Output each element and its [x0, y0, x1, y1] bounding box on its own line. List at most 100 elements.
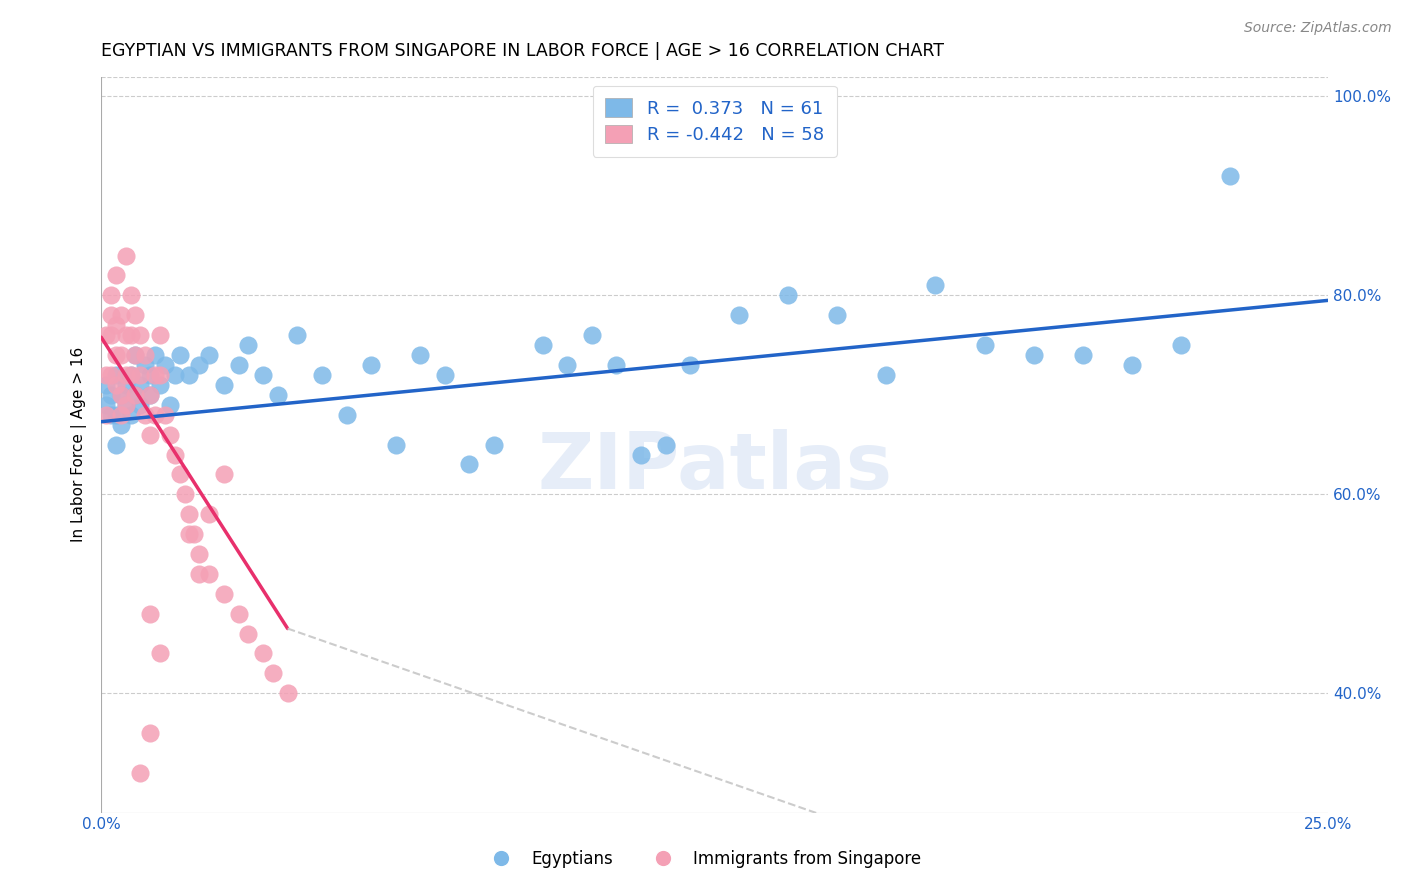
Point — [124, 308, 146, 322]
Point — [129, 765, 152, 780]
Point — [129, 328, 152, 343]
Point — [100, 288, 122, 302]
Point — [114, 398, 136, 412]
Point — [277, 686, 299, 700]
Point — [179, 368, 201, 382]
Point — [1121, 358, 1143, 372]
Point — [163, 448, 186, 462]
Point — [1170, 338, 1192, 352]
Point — [311, 368, 333, 382]
Point — [153, 408, 176, 422]
Point — [94, 398, 117, 412]
Point — [104, 408, 127, 422]
Point — [212, 377, 235, 392]
Point — [134, 358, 156, 372]
Point — [198, 348, 221, 362]
Point — [163, 368, 186, 382]
Point — [212, 587, 235, 601]
Point — [262, 666, 284, 681]
Text: EGYPTIAN VS IMMIGRANTS FROM SINGAPORE IN LABOR FORCE | AGE > 16 CORRELATION CHAR: EGYPTIAN VS IMMIGRANTS FROM SINGAPORE IN… — [101, 42, 943, 60]
Point — [1071, 348, 1094, 362]
Point — [973, 338, 995, 352]
Point — [581, 328, 603, 343]
Point — [875, 368, 897, 382]
Point — [110, 408, 132, 422]
Point — [384, 437, 406, 451]
Point — [114, 249, 136, 263]
Point — [212, 467, 235, 482]
Point — [183, 527, 205, 541]
Point — [188, 566, 211, 581]
Point — [104, 348, 127, 362]
Point — [1219, 169, 1241, 183]
Point — [100, 368, 122, 382]
Y-axis label: In Labor Force | Age > 16: In Labor Force | Age > 16 — [72, 347, 87, 542]
Point — [149, 647, 172, 661]
Point — [159, 398, 181, 412]
Point — [228, 358, 250, 372]
Legend: R =  0.373   N = 61, R = -0.442   N = 58: R = 0.373 N = 61, R = -0.442 N = 58 — [593, 86, 837, 157]
Point — [129, 377, 152, 392]
Point — [458, 458, 481, 472]
Point — [360, 358, 382, 372]
Point — [120, 288, 142, 302]
Point — [149, 328, 172, 343]
Point — [630, 448, 652, 462]
Point — [1022, 348, 1045, 362]
Point — [124, 348, 146, 362]
Point — [129, 398, 152, 412]
Point — [110, 388, 132, 402]
Point — [124, 348, 146, 362]
Point — [169, 467, 191, 482]
Point — [104, 368, 127, 382]
Point — [188, 358, 211, 372]
Point — [287, 328, 309, 343]
Point — [139, 427, 162, 442]
Point — [120, 328, 142, 343]
Point — [482, 437, 505, 451]
Point — [114, 398, 136, 412]
Point — [143, 348, 166, 362]
Point — [159, 427, 181, 442]
Point — [153, 358, 176, 372]
Point — [110, 348, 132, 362]
Point — [100, 388, 122, 402]
Point — [104, 377, 127, 392]
Point — [124, 388, 146, 402]
Text: Source: ZipAtlas.com: Source: ZipAtlas.com — [1244, 21, 1392, 35]
Point — [778, 288, 800, 302]
Point — [143, 368, 166, 382]
Point — [267, 388, 290, 402]
Point — [114, 377, 136, 392]
Point — [94, 377, 117, 392]
Point — [252, 368, 274, 382]
Point — [134, 408, 156, 422]
Point — [139, 388, 162, 402]
Point — [139, 368, 162, 382]
Point — [169, 348, 191, 362]
Point — [104, 268, 127, 283]
Point — [654, 437, 676, 451]
Point — [238, 338, 260, 352]
Point — [252, 647, 274, 661]
Point — [139, 607, 162, 621]
Point — [120, 368, 142, 382]
Point — [198, 507, 221, 521]
Point — [104, 437, 127, 451]
Point — [179, 507, 201, 521]
Point — [143, 408, 166, 422]
Legend: Egyptians, Immigrants from Singapore: Egyptians, Immigrants from Singapore — [478, 844, 928, 875]
Point — [104, 318, 127, 333]
Point — [827, 308, 849, 322]
Point — [228, 607, 250, 621]
Point — [139, 726, 162, 740]
Point — [100, 328, 122, 343]
Text: ZIPatlas: ZIPatlas — [537, 429, 893, 505]
Point — [94, 328, 117, 343]
Point — [531, 338, 554, 352]
Point — [129, 368, 152, 382]
Point — [114, 328, 136, 343]
Point — [110, 417, 132, 432]
Point — [557, 358, 579, 372]
Point — [238, 626, 260, 640]
